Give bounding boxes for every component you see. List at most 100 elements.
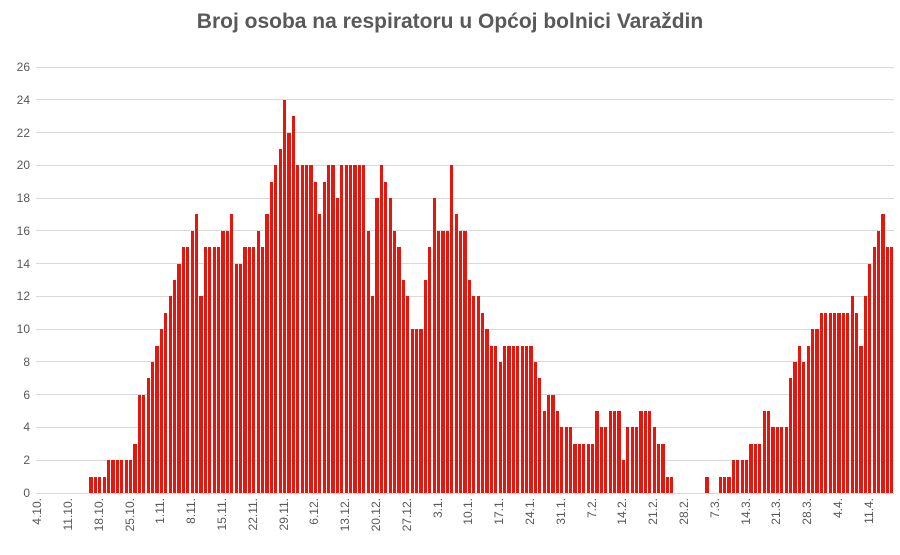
x-tick-label: 7.2. (584, 498, 599, 519)
bar (542, 411, 546, 493)
bar (252, 247, 256, 493)
bar (846, 312, 850, 493)
bar (216, 247, 221, 493)
x-tick-label: 29.11. (276, 498, 291, 531)
bar (727, 476, 731, 493)
bar (348, 165, 353, 493)
bar (463, 230, 467, 493)
bar (159, 329, 164, 493)
bar (428, 247, 432, 493)
bar (120, 460, 124, 493)
bar (366, 230, 370, 493)
bar (520, 345, 524, 493)
bar (181, 247, 186, 493)
bar (318, 214, 322, 493)
y-tick-label: 2 (23, 453, 30, 468)
bar (775, 427, 780, 493)
bar (309, 165, 313, 493)
bar (780, 427, 784, 493)
bar (401, 280, 406, 493)
bar (128, 460, 133, 493)
bar (89, 476, 93, 493)
plot-area (36, 66, 894, 494)
x-tick-label: 11.4. (861, 498, 876, 524)
bar (384, 181, 388, 493)
bar (810, 329, 815, 493)
bar (832, 312, 837, 493)
bar (419, 329, 423, 493)
x-tick-label: 13.12. (338, 498, 353, 532)
y-tick-label: 10 (16, 322, 30, 337)
gridline-y-0 (36, 492, 894, 494)
bar (599, 427, 604, 493)
bar (392, 230, 397, 493)
chart-title: Broj osoba na respiratoru u Općoj bolnic… (196, 10, 704, 33)
bar (639, 411, 643, 493)
bar (705, 476, 709, 493)
bar (516, 345, 520, 493)
bar (291, 116, 296, 493)
bar (458, 230, 463, 493)
bar (872, 247, 876, 493)
gridline-y-18 (36, 197, 894, 199)
bar (740, 460, 744, 493)
bar (115, 460, 120, 493)
bar (577, 443, 582, 493)
bar (630, 427, 634, 493)
bar (568, 427, 573, 493)
bar (300, 165, 304, 493)
bar (815, 329, 819, 493)
bar (256, 230, 260, 493)
bar (274, 165, 278, 493)
bar (652, 427, 656, 493)
bar (93, 476, 98, 493)
bar (247, 247, 252, 493)
x-tick-label: 18.10. (91, 498, 106, 532)
x-tick-label: 27.12. (399, 498, 414, 532)
bar (766, 411, 771, 493)
x-tick-label: 24.1. (523, 498, 537, 525)
bar (445, 230, 450, 493)
bar (155, 345, 159, 493)
bar (190, 230, 194, 493)
bar (225, 230, 230, 493)
y-tick-label: 14 (16, 256, 30, 271)
bar (595, 411, 599, 493)
x-tick-label: 17.1. (492, 498, 507, 525)
bar (150, 361, 155, 493)
bar (313, 181, 318, 493)
bar (194, 214, 199, 493)
bar (586, 443, 590, 493)
bar (172, 280, 177, 493)
bar (582, 443, 586, 493)
x-tick-label: 22.11. (245, 498, 260, 531)
bar (177, 263, 181, 493)
bar (230, 214, 234, 493)
bar (414, 329, 419, 493)
bar (744, 460, 749, 493)
bar (802, 361, 806, 493)
bar (859, 345, 863, 493)
y-tick-label: 0 (23, 486, 30, 500)
x-tick-label: 7.3. (707, 498, 722, 519)
bar (238, 263, 243, 493)
bar (555, 411, 560, 493)
bar (758, 443, 762, 493)
bar (722, 476, 727, 493)
x-tick-label: 28.3. (800, 498, 815, 525)
bar (533, 361, 538, 493)
bar (340, 165, 344, 493)
bar (260, 247, 265, 493)
bar (370, 296, 375, 493)
bar (885, 247, 890, 493)
bar (824, 312, 828, 493)
bar (731, 460, 736, 493)
bar (634, 427, 639, 493)
bar (573, 443, 577, 493)
x-tick-label: 3.1. (430, 498, 445, 519)
bar (736, 460, 740, 493)
x-tick-label: 4.10. (30, 498, 45, 525)
gridline-y-26 (36, 66, 894, 68)
bar (502, 345, 507, 493)
bar (441, 230, 445, 493)
